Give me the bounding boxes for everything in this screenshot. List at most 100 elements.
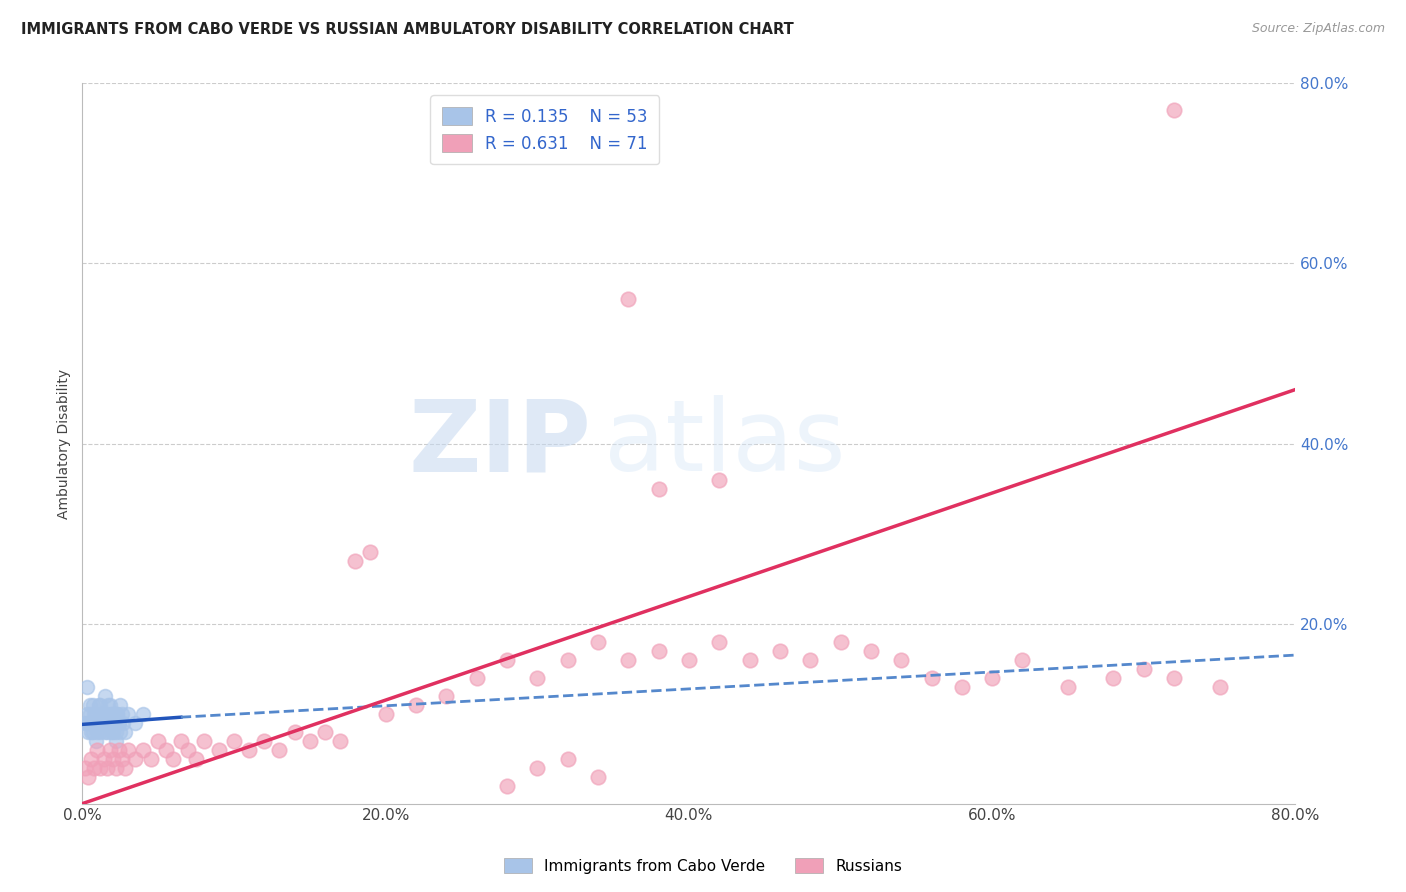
- Point: [105, 706, 128, 721]
- Point: [298, 733, 321, 747]
- Point: [359, 544, 381, 558]
- Point: [80, 751, 103, 765]
- Point: [177, 742, 200, 756]
- Point: [1133, 662, 1156, 676]
- Point: [114, 724, 136, 739]
- Point: [557, 652, 579, 666]
- Point: [83, 715, 105, 730]
- Point: [76, 680, 98, 694]
- Point: [117, 742, 139, 756]
- Point: [1011, 652, 1033, 666]
- Point: [124, 715, 146, 730]
- Point: [950, 680, 973, 694]
- Point: [98, 698, 121, 712]
- Point: [526, 761, 548, 775]
- Point: [769, 643, 792, 657]
- Point: [238, 742, 260, 756]
- Point: [314, 724, 336, 739]
- Point: [108, 724, 131, 739]
- Point: [117, 706, 139, 721]
- Point: [98, 742, 121, 756]
- Point: [496, 652, 519, 666]
- Point: [526, 671, 548, 685]
- Point: [97, 715, 120, 730]
- Point: [107, 715, 129, 730]
- Point: [82, 724, 104, 739]
- Point: [132, 706, 155, 721]
- Point: [91, 706, 114, 721]
- Point: [80, 715, 103, 730]
- Point: [89, 724, 111, 739]
- Point: [111, 751, 134, 765]
- Point: [329, 733, 352, 747]
- Point: [77, 770, 100, 784]
- Point: [114, 761, 136, 775]
- Point: [222, 733, 245, 747]
- Point: [132, 742, 155, 756]
- Point: [1102, 671, 1125, 685]
- Point: [86, 742, 108, 756]
- Point: [83, 706, 105, 721]
- Point: [374, 706, 396, 721]
- Point: [981, 671, 1004, 685]
- Point: [193, 733, 215, 747]
- Point: [97, 698, 120, 712]
- Point: [75, 715, 97, 730]
- Point: [100, 706, 122, 721]
- Point: [98, 715, 121, 730]
- Legend: Immigrants from Cabo Verde, Russians: Immigrants from Cabo Verde, Russians: [498, 852, 908, 880]
- Point: [79, 698, 101, 712]
- Point: [87, 698, 110, 712]
- Point: [586, 634, 609, 648]
- Point: [496, 779, 519, 793]
- Point: [1057, 680, 1080, 694]
- Point: [105, 706, 128, 721]
- Point: [124, 751, 146, 765]
- Point: [76, 706, 98, 721]
- Point: [104, 733, 127, 747]
- Point: [253, 733, 276, 747]
- Text: ZIP: ZIP: [409, 395, 592, 492]
- Point: [86, 715, 108, 730]
- Text: IMMIGRANTS FROM CABO VERDE VS RUSSIAN AMBULATORY DISABILITY CORRELATION CHART: IMMIGRANTS FROM CABO VERDE VS RUSSIAN AM…: [21, 22, 794, 37]
- Point: [709, 634, 731, 648]
- Point: [111, 706, 134, 721]
- Point: [799, 652, 821, 666]
- Point: [79, 706, 101, 721]
- Point: [709, 473, 731, 487]
- Point: [96, 706, 118, 721]
- Point: [284, 724, 307, 739]
- Point: [93, 715, 115, 730]
- Point: [103, 715, 125, 730]
- Point: [617, 652, 640, 666]
- Point: [162, 751, 184, 765]
- Y-axis label: Ambulatory Disability: Ambulatory Disability: [58, 368, 72, 518]
- Point: [1208, 680, 1230, 694]
- Point: [647, 482, 669, 496]
- Point: [586, 770, 609, 784]
- Point: [101, 751, 124, 765]
- Point: [678, 652, 700, 666]
- Point: [87, 715, 110, 730]
- Point: [93, 715, 115, 730]
- Point: [96, 724, 118, 739]
- Point: [94, 724, 117, 739]
- Point: [738, 652, 761, 666]
- Point: [103, 715, 125, 730]
- Point: [83, 761, 105, 775]
- Point: [96, 761, 118, 775]
- Legend: R = 0.135    N = 53, R = 0.631    N = 71: R = 0.135 N = 53, R = 0.631 N = 71: [430, 95, 659, 164]
- Point: [101, 706, 124, 721]
- Point: [94, 689, 117, 703]
- Point: [82, 698, 104, 712]
- Point: [269, 742, 291, 756]
- Point: [890, 652, 912, 666]
- Point: [77, 715, 100, 730]
- Point: [100, 724, 122, 739]
- Point: [93, 751, 115, 765]
- Point: [104, 724, 127, 739]
- Point: [84, 733, 107, 747]
- Point: [465, 671, 488, 685]
- Point: [647, 643, 669, 657]
- Point: [1163, 103, 1185, 118]
